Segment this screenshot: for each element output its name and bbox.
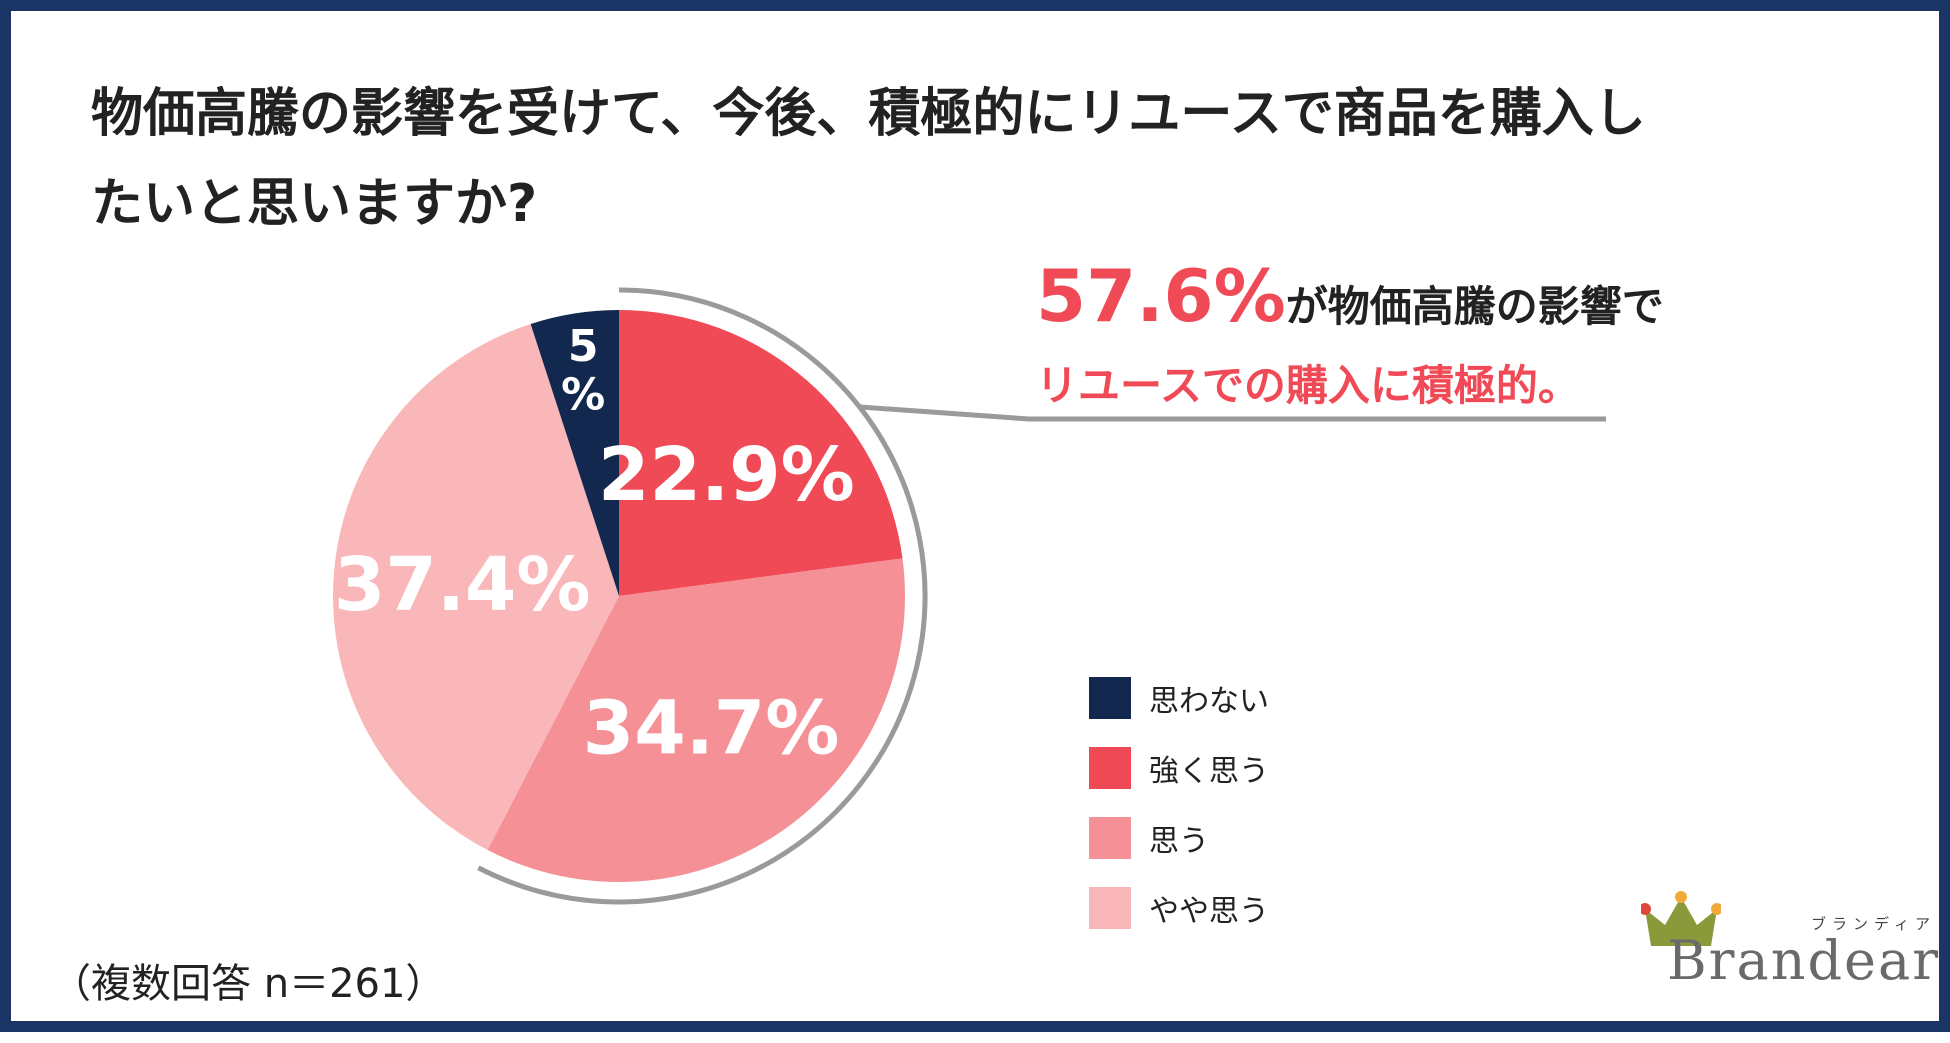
pie-chart: 22.9% 34.7% 37.4% 5% bbox=[333, 287, 1606, 905]
pie-slice bbox=[619, 310, 903, 596]
callout-line1-text: が物価高騰の影響で bbox=[1285, 282, 1664, 331]
chart-title-line1: 物価高騰の影響を受けて、今後、積極的にリユースで商品を購入し bbox=[91, 84, 1646, 144]
chart-legend: 思わない 強く思う 思う やや思う bbox=[1089, 676, 1269, 956]
legend-label: 思わない bbox=[1149, 684, 1269, 719]
callout-box: 57.6%が物価高騰の影響で リユースでの購入に積極的。 bbox=[1036, 256, 1836, 416]
callout-highlight-value: 57.6% bbox=[1036, 254, 1286, 338]
callout-line1: 57.6%が物価高騰の影響で bbox=[1036, 256, 1836, 356]
legend-label: 思う bbox=[1149, 824, 1209, 859]
logo-wordmark: Brandear bbox=[1667, 929, 1941, 992]
pie-slice bbox=[333, 323, 619, 851]
legend-swatch bbox=[1089, 817, 1131, 859]
pie-data-label: 22.9% bbox=[598, 432, 855, 518]
legend-item: やや思う bbox=[1089, 886, 1269, 930]
pie-data-label: 34.7% bbox=[583, 686, 840, 772]
legend-swatch bbox=[1089, 887, 1131, 929]
legend-item: 思わない bbox=[1089, 676, 1269, 720]
pie-data-label: 37.4% bbox=[334, 542, 591, 628]
logo-kana: ブランディア bbox=[1811, 915, 1936, 933]
pie-data-label: 5% bbox=[561, 321, 605, 420]
chart-title-line2: たいと思いますか? bbox=[91, 174, 538, 234]
callout-bracket bbox=[477, 287, 1606, 905]
legend-item: 思う bbox=[1089, 816, 1269, 860]
legend-label: 強く思う bbox=[1149, 754, 1269, 789]
pie-slice bbox=[487, 558, 905, 882]
brand-logo: ブランディア Brandear bbox=[1631, 891, 1938, 1001]
crown-icon bbox=[1641, 891, 1721, 946]
legend-item: 強く思う bbox=[1089, 746, 1269, 790]
legend-swatch bbox=[1089, 677, 1131, 719]
bracket-arc bbox=[477, 287, 928, 905]
legend-label: やや思う bbox=[1149, 894, 1269, 929]
legend-swatch bbox=[1089, 747, 1131, 789]
pie-data-labels: 22.9% 34.7% 37.4% 5% bbox=[334, 321, 855, 771]
callout-leader-line bbox=[859, 404, 1606, 422]
sample-size-note: （複数回答 n＝261） bbox=[51, 961, 446, 1007]
pie-slice bbox=[530, 310, 619, 596]
pie-slices bbox=[333, 310, 905, 882]
chart-title: 物価高騰の影響を受けて、今後、積極的にリユースで商品を購入し たいと思いますか? bbox=[91, 69, 1791, 249]
callout-line2: リユースでの購入に積極的。 bbox=[1036, 361, 1580, 410]
